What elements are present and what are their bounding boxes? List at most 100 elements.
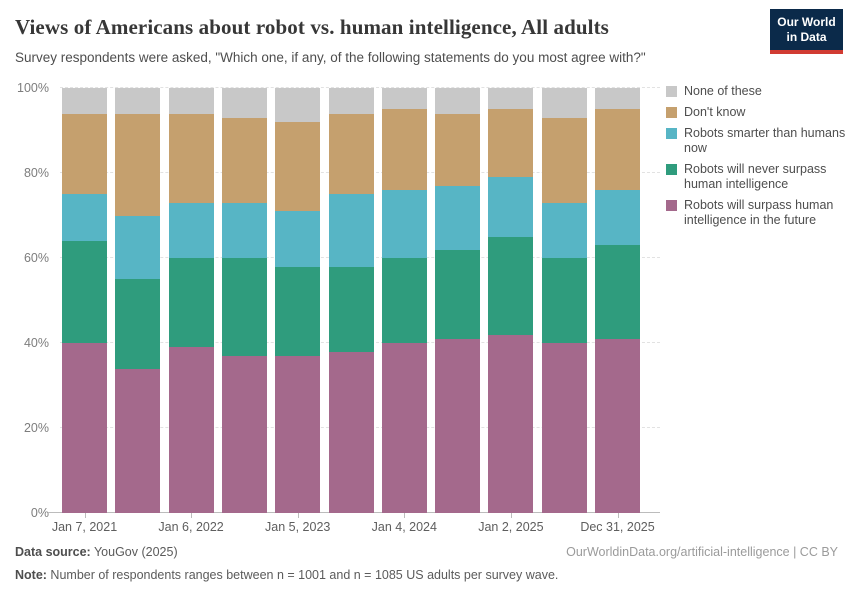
bar-segment bbox=[488, 334, 534, 513]
footer-row: Data source: YouGov (2025) OurWorldinDat… bbox=[15, 545, 838, 559]
page-title: Views of Americans about robot vs. human… bbox=[15, 15, 609, 39]
legend-item: Robots will surpass human intelligence i… bbox=[666, 198, 846, 228]
legend-swatch bbox=[666, 107, 677, 118]
bar-segment bbox=[275, 88, 321, 122]
stacked-bar-10 bbox=[595, 88, 640, 513]
x-tick bbox=[297, 513, 299, 518]
legend-item: Robots will never surpass human intellig… bbox=[666, 162, 846, 192]
stacked-bar-0 bbox=[62, 88, 107, 513]
x-tick bbox=[510, 513, 512, 518]
owid-logo-line2: in Data bbox=[786, 30, 827, 44]
bar-segment bbox=[62, 241, 107, 343]
bar-segment bbox=[595, 245, 640, 339]
bar-segment bbox=[541, 117, 587, 203]
y-tick-label: 0% bbox=[30, 506, 49, 520]
stacked-bar-7 bbox=[435, 88, 481, 513]
y-tick-label: 80% bbox=[23, 166, 49, 180]
bar-segment bbox=[115, 279, 161, 369]
bar-segment bbox=[488, 177, 534, 237]
legend-swatch bbox=[666, 128, 677, 139]
y-tick-label: 60% bbox=[23, 251, 49, 265]
bar-segment bbox=[541, 258, 587, 343]
bar-segment bbox=[328, 194, 374, 267]
stacked-bar-9 bbox=[541, 88, 587, 513]
bar-segment bbox=[435, 88, 481, 114]
stacked-bar-1 bbox=[115, 88, 161, 513]
bar-segment bbox=[595, 109, 640, 190]
bar-segment bbox=[381, 343, 427, 513]
bar-segment bbox=[168, 202, 214, 258]
data-source-value: YouGov (2025) bbox=[90, 545, 178, 559]
y-tick-label: 100% bbox=[17, 81, 49, 95]
x-tick bbox=[84, 513, 86, 518]
bar-segment bbox=[221, 258, 267, 356]
bar-segment bbox=[275, 355, 321, 513]
footer-note: Note: Number of respondents ranges betwe… bbox=[15, 568, 838, 582]
legend-label: Robots will never surpass human intellig… bbox=[684, 162, 827, 191]
plot-area: Jan 7, 2021 Jan 6, 2022 Jan 5, 2023 Jan 4, … bbox=[48, 87, 660, 534]
x-tick-label: Jan 4, 2024 bbox=[371, 520, 437, 534]
legend-label: Robots will surpass human intelligence i… bbox=[684, 198, 834, 227]
bar-segment bbox=[221, 355, 267, 513]
bar-segment bbox=[435, 338, 481, 513]
bar-segment bbox=[381, 258, 427, 343]
bar-segment bbox=[328, 351, 374, 513]
bar-segment bbox=[62, 194, 107, 241]
x-tick bbox=[191, 513, 193, 518]
owid-logo-line1: Our World bbox=[777, 15, 836, 29]
bar-segment bbox=[168, 258, 214, 348]
bar-segment bbox=[435, 185, 481, 250]
bar-segment bbox=[275, 266, 321, 356]
stacked-bar-2 bbox=[168, 88, 214, 513]
y-tick-label: 40% bbox=[23, 336, 49, 350]
bar-segment bbox=[115, 368, 161, 513]
bar-segment bbox=[62, 113, 107, 195]
bar-segment bbox=[488, 88, 534, 110]
bar-segment bbox=[168, 113, 214, 203]
bar-segment bbox=[381, 109, 427, 190]
bar-segment bbox=[595, 338, 640, 513]
x-tick bbox=[617, 513, 619, 518]
bar-segment bbox=[381, 190, 427, 258]
x-tick-label: Jan 5, 2023 bbox=[265, 520, 331, 534]
bar-segment bbox=[435, 249, 481, 339]
x-tick bbox=[404, 513, 406, 518]
bar-segment bbox=[328, 113, 374, 195]
bar-segment bbox=[168, 88, 214, 114]
legend-swatch bbox=[666, 200, 677, 211]
bar-segment bbox=[381, 88, 427, 110]
legend-swatch bbox=[666, 164, 677, 175]
bar-segment bbox=[541, 343, 587, 513]
bar-segment bbox=[62, 88, 107, 114]
bar-segment bbox=[488, 236, 534, 335]
bar-segment bbox=[328, 266, 374, 352]
note-value: Number of respondents ranges between n =… bbox=[46, 568, 559, 582]
bar-segment bbox=[115, 88, 161, 114]
bar-segment bbox=[488, 109, 534, 178]
legend-label: Don't know bbox=[684, 105, 746, 119]
attribution: OurWorldinData.org/artificial-intelligen… bbox=[566, 545, 838, 559]
x-tick-label: Dec 31, 2025 bbox=[580, 520, 655, 534]
x-tick-label: Jan 2, 2025 bbox=[478, 520, 544, 534]
bar-segment bbox=[541, 88, 587, 118]
bar-segment bbox=[541, 202, 587, 258]
x-tick-label: Jan 7, 2021 bbox=[51, 520, 118, 534]
data-source: Data source: YouGov (2025) bbox=[15, 545, 178, 559]
bar-segment bbox=[168, 347, 214, 513]
bar-segment bbox=[595, 190, 640, 246]
bar-segment bbox=[221, 88, 267, 118]
bar-segment bbox=[275, 211, 321, 267]
stacked-bar-5 bbox=[328, 88, 374, 513]
gridline-100 bbox=[60, 87, 660, 88]
legend-item: Don't know bbox=[666, 105, 846, 120]
bar-segment bbox=[435, 113, 481, 186]
bar-segment bbox=[221, 117, 267, 203]
legend-item: Robots smarter than humans now bbox=[666, 126, 846, 156]
bar-segment bbox=[115, 113, 161, 216]
chart-subtitle: Survey respondents were asked, "Which on… bbox=[15, 50, 646, 65]
note-label: Note: bbox=[15, 568, 47, 582]
owid-logo: Our World in Data bbox=[770, 9, 843, 54]
stacked-bar-4 bbox=[275, 88, 321, 513]
stacked-bar-3 bbox=[221, 88, 267, 513]
